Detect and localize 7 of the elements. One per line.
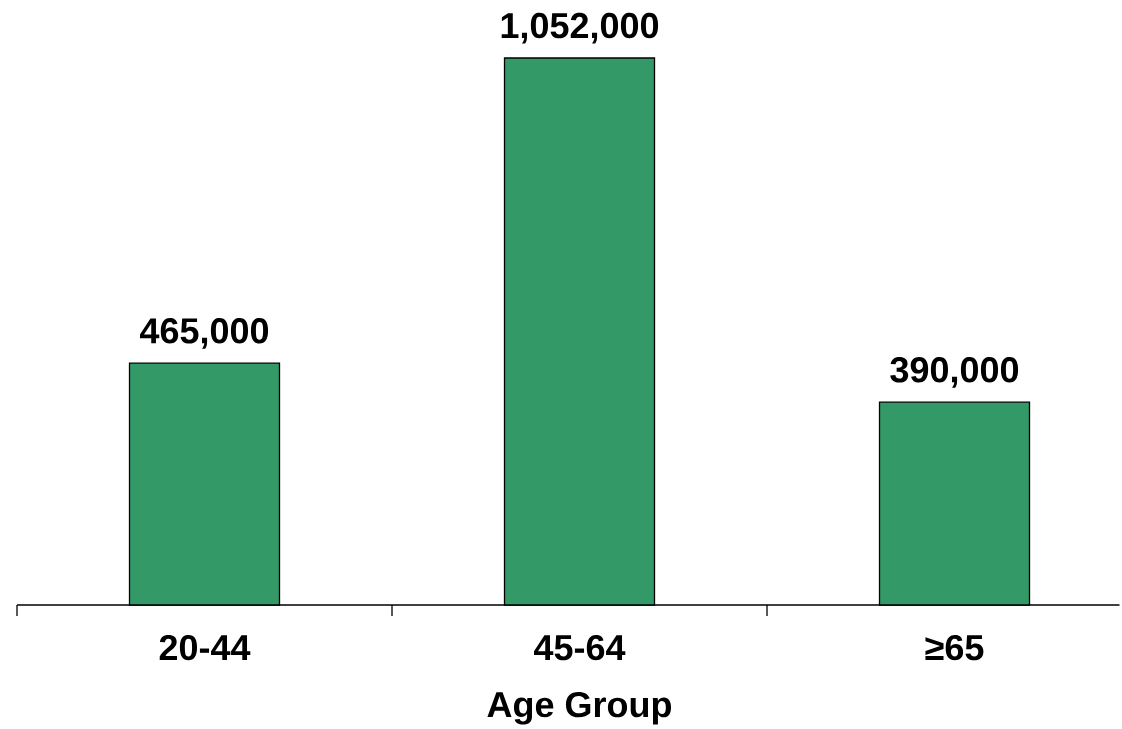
data-label: 1,052,000 xyxy=(501,12,659,44)
x-tick-label: 45-64 xyxy=(534,634,626,661)
x-tick-label: ≥65 xyxy=(925,634,984,661)
x-axis-title: Age Group xyxy=(487,691,671,725)
data-label: 465,000 xyxy=(139,318,269,349)
x-tick-label: 20-44 xyxy=(159,634,251,661)
data-label: 390,000 xyxy=(890,357,1019,388)
